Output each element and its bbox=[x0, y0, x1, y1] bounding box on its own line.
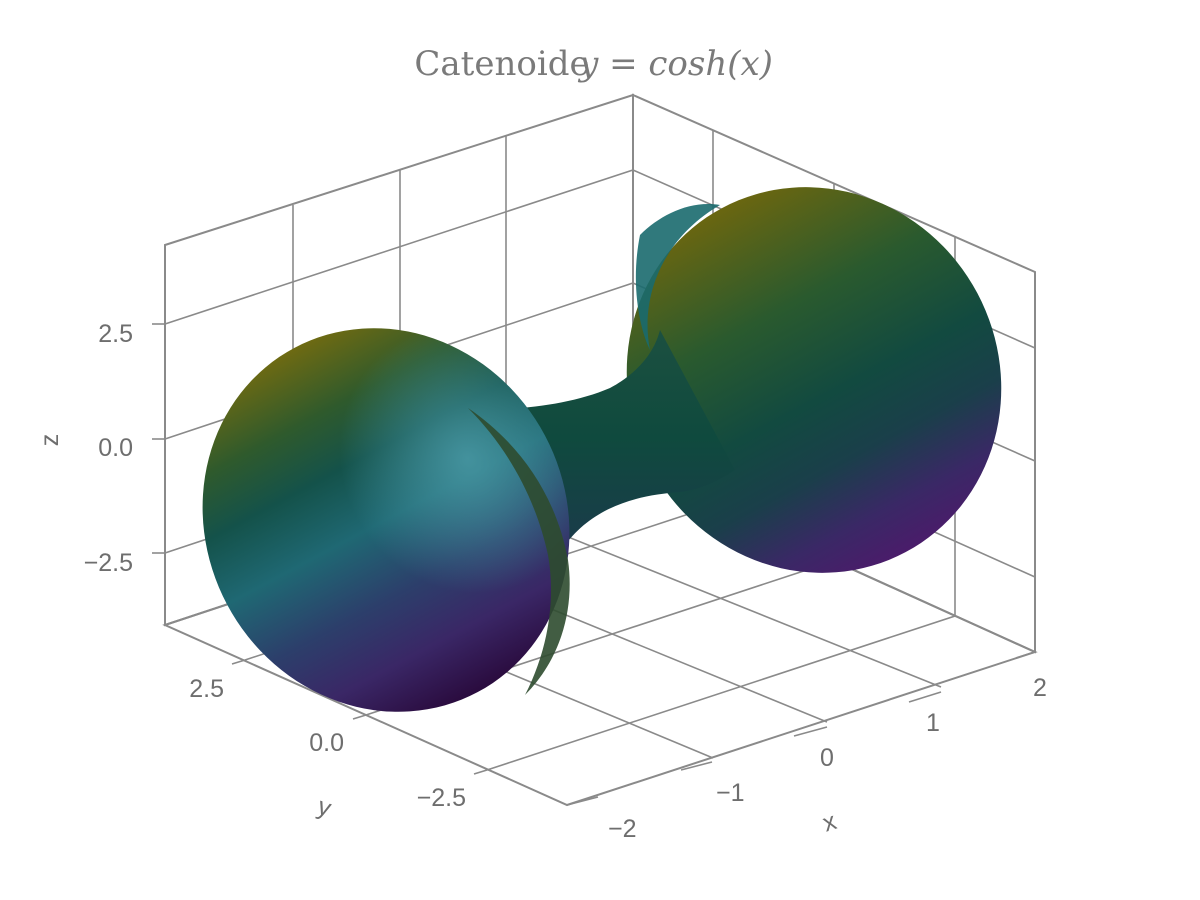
z-tick-label: 0.0 bbox=[98, 434, 133, 462]
y-axis-ticks: 2.5 0.0 −2.5 bbox=[189, 659, 488, 812]
chart-title: Catenoide bbox=[414, 44, 589, 84]
y-tick-label: −2.5 bbox=[417, 784, 466, 812]
y-axis-label: y bbox=[314, 792, 335, 823]
x-tick-label: 0 bbox=[820, 744, 834, 772]
right-flare-inner-edge bbox=[635, 204, 720, 350]
y-tick-mark bbox=[473, 769, 488, 775]
y-tick-mark bbox=[352, 714, 367, 720]
x-tick-mark bbox=[566, 796, 599, 806]
x-axis-label: x bbox=[819, 807, 840, 838]
x-tick-mark bbox=[793, 726, 828, 737]
y-tick-label: 0.0 bbox=[309, 729, 344, 757]
x-tick-label: −1 bbox=[716, 779, 745, 807]
y-tick-label: 2.5 bbox=[189, 675, 224, 703]
left-flare-highlight bbox=[202, 328, 570, 712]
x-tick-mark bbox=[1015, 651, 1036, 659]
x-tick-mark bbox=[908, 691, 942, 703]
chart-title-equation: y = cosh(x) bbox=[577, 44, 773, 84]
z-tick-label: −2.5 bbox=[84, 549, 133, 577]
x-tick-label: −2 bbox=[608, 815, 637, 843]
catenoid-surface bbox=[202, 187, 1002, 712]
x-tick-label: 1 bbox=[926, 709, 940, 737]
x-axis-ticks: −2 −1 0 1 2 bbox=[566, 651, 1047, 843]
left-flare-rim bbox=[468, 408, 570, 695]
z-axis-label: z bbox=[36, 434, 64, 447]
z-axis-ticks: 2.5 0.0 −2.5 bbox=[84, 320, 165, 577]
x-tick-label: 2 bbox=[1033, 674, 1047, 702]
x-tick-mark bbox=[680, 761, 713, 771]
z-tick-label: 2.5 bbox=[98, 320, 133, 348]
y-tick-mark bbox=[231, 659, 246, 665]
